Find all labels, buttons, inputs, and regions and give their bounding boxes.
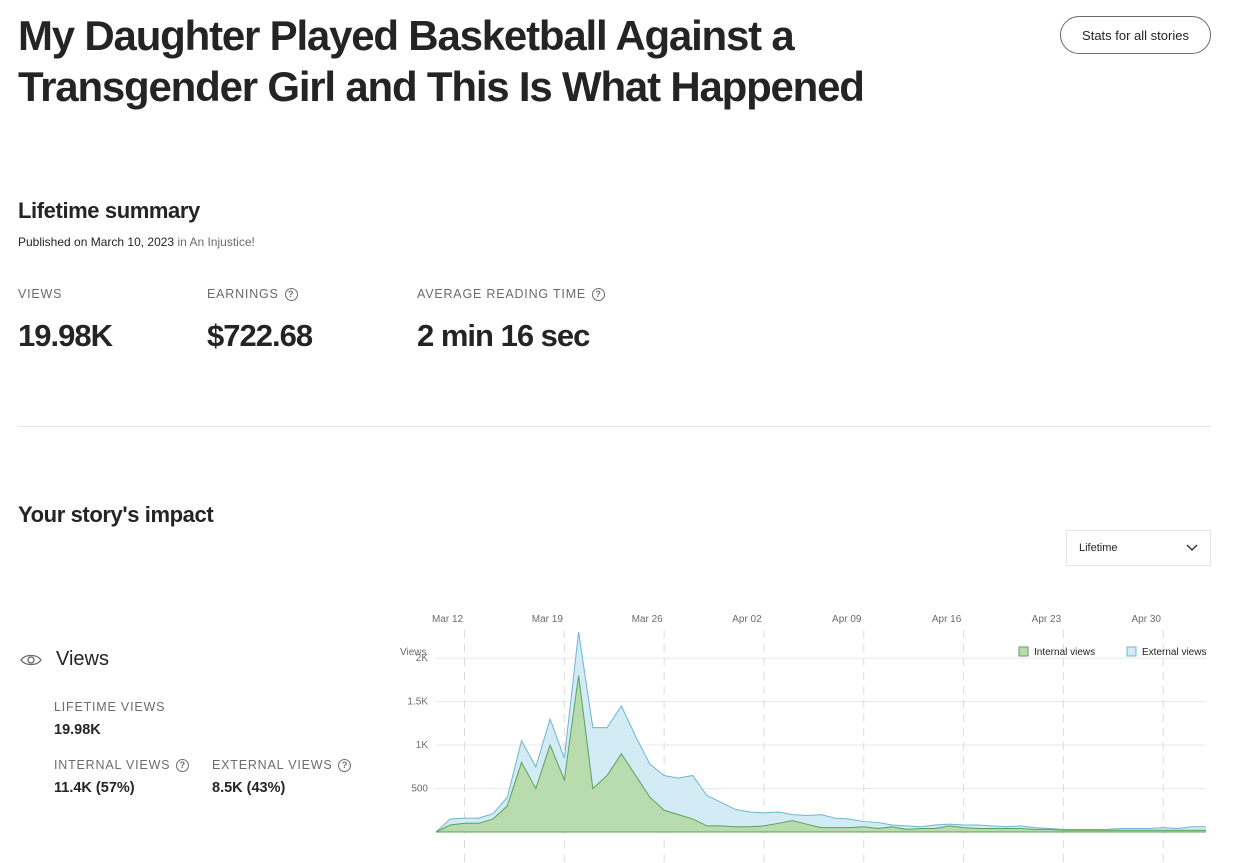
external-views-area — [436, 632, 1206, 832]
time-range-select[interactable]: Lifetime — [1066, 530, 1211, 566]
legend-swatch-external — [1126, 646, 1137, 657]
x-tick-label: Apr 09 — [832, 614, 862, 625]
x-tick-label: Apr 30 — [1131, 614, 1161, 625]
chevron-down-icon — [1186, 544, 1198, 551]
legend-label-external: External views — [1142, 647, 1206, 658]
internal-views-label-text: INTERNAL VIEWS — [54, 758, 171, 772]
views-label-text: VIEWS — [18, 287, 63, 301]
published-info: Published on March 10, 2023 in An Injust… — [18, 235, 255, 249]
y-axis-label: Views — [400, 647, 427, 658]
external-views-label-text: EXTERNAL VIEWS — [212, 758, 333, 772]
stats-for-all-stories-button[interactable]: Stats for all stories — [1060, 16, 1211, 54]
y-tick-label: 2K — [416, 653, 429, 664]
x-tick-label: Mar 12 — [432, 614, 464, 625]
earnings-metric-label: EARNINGS ? — [207, 287, 298, 301]
internal-views-value: 11.4K (57%) — [54, 780, 135, 796]
views-section-title: Views — [56, 648, 109, 670]
eye-icon — [20, 654, 42, 665]
internal-views-line — [435, 675, 1206, 833]
x-tick-label: Apr 02 — [732, 614, 762, 625]
reading-time-metric-value: 2 min 16 sec — [417, 318, 590, 353]
help-circle-icon[interactable]: ? — [284, 287, 298, 301]
lifetime-views-label: LIFETIME VIEWS — [54, 700, 165, 714]
lifetime-views-value: 19.98K — [54, 722, 101, 738]
x-tick-label: Apr 16 — [932, 614, 962, 625]
story-title: My Daughter Played Basketball Against a … — [18, 10, 918, 112]
help-circle-icon[interactable]: ? — [338, 758, 352, 772]
help-circle-icon[interactable]: ? — [592, 287, 606, 301]
x-tick-label: Mar 26 — [632, 614, 664, 625]
external-views-value: 8.5K (43%) — [212, 780, 286, 796]
x-tick-label: Mar 19 — [532, 614, 564, 625]
lifetime-views-label-text: LIFETIME VIEWS — [54, 700, 166, 714]
story-impact-heading: Your story's impact — [18, 502, 214, 527]
x-tick-label: Apr 23 — [1032, 614, 1062, 625]
views-section-header: Views — [20, 648, 109, 671]
legend-swatch-internal — [1018, 646, 1029, 657]
publication-link[interactable]: in An Injustice! — [177, 235, 255, 249]
views-metric-value: 19.98K — [18, 318, 113, 353]
external-views-line — [435, 631, 1206, 833]
views-metric-label: VIEWS — [18, 287, 62, 301]
lifetime-summary-heading: Lifetime summary — [18, 198, 200, 223]
internal-views-label: INTERNAL VIEWS ? — [54, 758, 190, 772]
external-views-label: EXTERNAL VIEWS ? — [212, 758, 352, 772]
story-title-line-2: Transgender Girl and This Is What Happen… — [18, 63, 865, 110]
story-title-line-1: My Daughter Played Basketball Against a — [18, 12, 795, 59]
reading-time-label-text: AVERAGE READING TIME — [417, 287, 587, 301]
time-range-value: Lifetime — [1079, 542, 1118, 554]
help-circle-icon[interactable]: ? — [176, 758, 190, 772]
y-tick-label: 1K — [416, 740, 429, 751]
earnings-label-text: EARNINGS — [207, 287, 279, 301]
earnings-metric-value: $722.68 — [207, 318, 313, 353]
legend-label-internal: Internal views — [1034, 647, 1095, 658]
y-tick-label: 500 — [411, 784, 428, 795]
internal-views-area — [436, 675, 1206, 832]
reading-time-metric-label: AVERAGE READING TIME ? — [417, 287, 606, 301]
y-tick-label: 1.5K — [407, 697, 428, 708]
published-date: Published on March 10, 2023 — [18, 235, 175, 249]
section-divider — [18, 426, 1211, 427]
